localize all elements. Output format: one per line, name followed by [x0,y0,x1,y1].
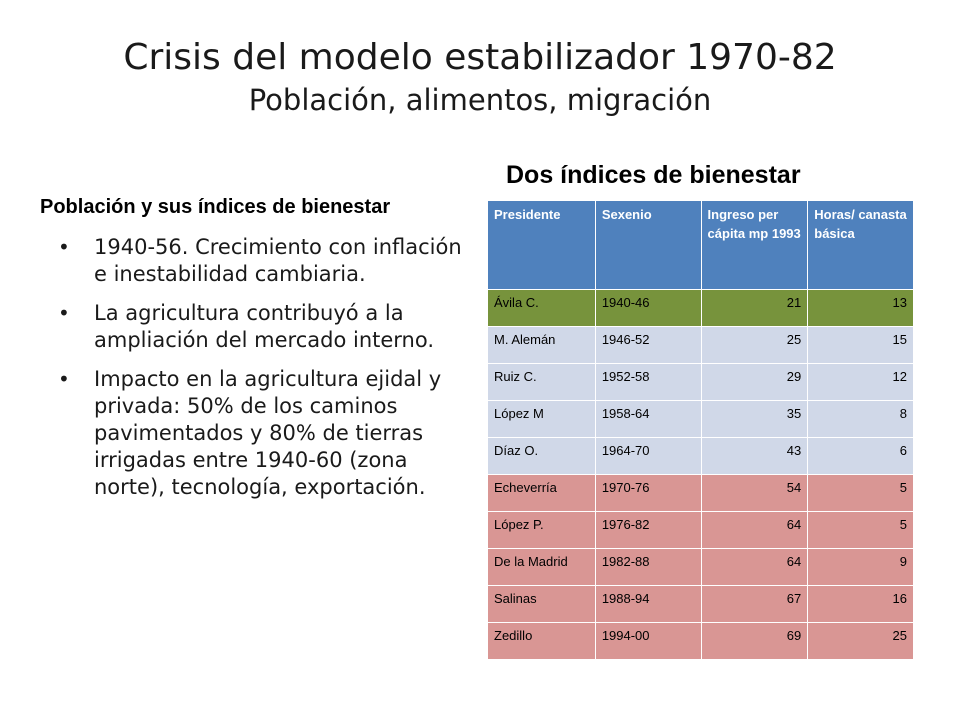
bullet-text: 1940-56. Crecimiento con inflación e ine… [94,235,462,286]
cell-ingreso: 25 [700,326,809,364]
cell-horas: 12 [807,363,914,401]
table-row: López P. 1976-82 64 5 [487,511,914,549]
cell-horas: 9 [807,548,914,586]
cell-sexenio: 1958-64 [594,400,702,438]
bullet-list: • 1940-56. Crecimiento con inflación e in… [58,234,468,513]
cell-presidente: Díaz O. [487,437,596,475]
header-horas: Horas/ canasta básica [807,200,914,290]
cell-horas: 13 [807,289,914,327]
cell-ingreso: 29 [700,363,809,401]
table-header-row: Presidente Sexenio Ingreso per cápita mp… [487,200,914,290]
cell-presidente: Zedillo [487,622,596,660]
cell-ingreso: 69 [700,622,809,660]
cell-sexenio: 1988-94 [594,585,702,623]
cell-ingreso: 64 [700,511,809,549]
cell-sexenio: 1994-00 [594,622,702,660]
cell-ingreso: 67 [700,585,809,623]
table-row: Ávila C. 1940-46 21 13 [487,289,914,327]
left-heading: Población y sus índices de bienestar [40,196,391,218]
table-row: M. Alemán 1946-52 25 15 [487,326,914,364]
cell-horas: 6 [807,437,914,475]
bullet-text: Impacto en la agricultura ejidal y priva… [94,367,442,499]
cell-horas: 16 [807,585,914,623]
cell-presidente: Ávila C. [487,289,596,327]
cell-ingreso: 64 [700,548,809,586]
bullet-item: • 1940-56. Crecimiento con inflación e in… [58,234,468,288]
cell-presidente: López M [487,400,596,438]
cell-sexenio: 1976-82 [594,511,702,549]
header-sexenio: Sexenio [594,200,702,290]
cell-presidente: Ruiz C. [487,363,596,401]
table-row: López M 1958-64 35 8 [487,400,914,438]
table-row: Ruiz C. 1952-58 29 12 [487,363,914,401]
bullet-text: La agricultura contribuyó a la ampliació… [94,301,435,352]
cell-presidente: M. Alemán [487,326,596,364]
table-heading: Dos índices de bienestar [506,161,801,189]
slide-title: Crisis del modelo estabilizador 1970-82 … [0,36,960,120]
cell-ingreso: 35 [700,400,809,438]
cell-sexenio: 1964-70 [594,437,702,475]
cell-ingreso: 21 [700,289,809,327]
table-row: Echeverría 1970-76 54 5 [487,474,914,512]
cell-presidente: Salinas [487,585,596,623]
cell-horas: 25 [807,622,914,660]
cell-horas: 8 [807,400,914,438]
header-presidente: Presidente [487,200,596,290]
welfare-table: Presidente Sexenio Ingreso per cápita mp… [487,200,914,660]
table-row: Díaz O. 1964-70 43 6 [487,437,914,475]
cell-presidente: Echeverría [487,474,596,512]
cell-sexenio: 1982-88 [594,548,702,586]
cell-horas: 5 [807,474,914,512]
cell-sexenio: 1946-52 [594,326,702,364]
cell-sexenio: 1952-58 [594,363,702,401]
header-ingreso: Ingreso per cápita mp 1993 [700,200,809,290]
bullet-dot-icon: • [58,367,70,391]
cell-presidente: López P. [487,511,596,549]
table-row: Salinas 1988-94 67 16 [487,585,914,623]
cell-sexenio: 1970-76 [594,474,702,512]
bullet-item: • La agricultura contribuyó a la ampliaci… [58,300,468,354]
slide-title-main: Crisis del modelo estabilizador 1970-82 [123,37,837,78]
bullet-item: • Impacto en la agricultura ejidal y priv… [58,366,468,501]
cell-ingreso: 43 [700,437,809,475]
table-row: Zedillo 1994-00 69 25 [487,622,914,660]
cell-presidente: De la Madrid [487,548,596,586]
cell-sexenio: 1940-46 [594,289,702,327]
cell-horas: 5 [807,511,914,549]
bullet-dot-icon: • [58,301,70,325]
bullet-dot-icon: • [58,235,70,259]
cell-ingreso: 54 [700,474,809,512]
cell-horas: 15 [807,326,914,364]
table-row: De la Madrid 1982-88 64 9 [487,548,914,586]
slide-title-sub: Población, alimentos, migración [248,83,712,117]
